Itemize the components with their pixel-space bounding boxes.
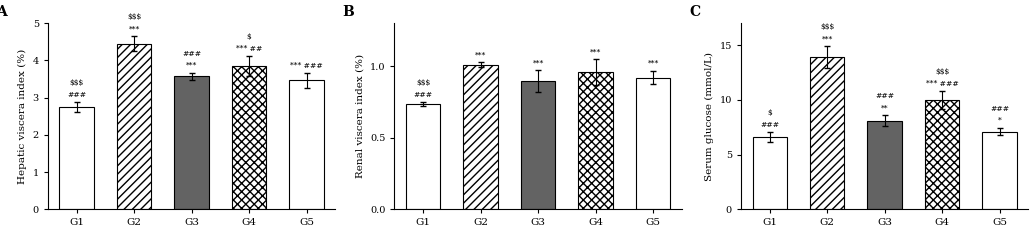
Text: **: ** [881,104,888,112]
Bar [810,57,845,209]
Bar [406,104,440,209]
Text: $$$: $$$ [416,79,430,87]
Text: $: $ [767,109,772,117]
Text: $$$: $$$ [127,13,142,21]
Bar [60,107,94,209]
Text: ***: *** [186,62,197,70]
Bar [290,80,324,209]
Bar [521,81,555,209]
Text: ###: ### [182,50,202,58]
Text: *** ###: *** ### [291,62,323,70]
Text: $: $ [247,33,251,41]
Text: A: A [0,5,7,19]
Bar [175,76,209,209]
Bar [753,137,787,209]
Text: ***: *** [475,51,486,59]
Text: *** ###: *** ### [925,80,959,88]
Text: $$$: $$$ [820,23,834,31]
Text: ###: ### [991,105,1009,113]
Bar [982,132,1017,209]
Bar [925,100,960,209]
Text: ###: ### [875,92,894,100]
Text: B: B [342,5,355,19]
Text: ***: *** [647,60,659,68]
Bar [868,121,902,209]
Text: ***: *** [590,48,602,56]
Bar [232,66,267,209]
Bar [463,65,498,209]
Text: *** ##: *** ## [236,45,263,53]
Text: ###: ### [760,121,780,129]
Text: ###: ### [414,91,433,99]
Text: ***: *** [822,35,832,43]
Bar [636,78,670,209]
Bar [578,72,613,209]
Y-axis label: Hepatic viscera index (%): Hepatic viscera index (%) [18,49,27,184]
Text: C: C [690,5,700,19]
Y-axis label: Renal viscera index (%): Renal viscera index (%) [356,54,364,178]
Text: ###: ### [67,91,86,99]
Text: $$$: $$$ [935,68,949,76]
Text: $$$: $$$ [69,79,84,87]
Y-axis label: Serum glucose (mmol/L): Serum glucose (mmol/L) [705,52,714,181]
Text: ***: *** [128,25,140,33]
Text: ***: *** [533,60,544,68]
Text: *: * [998,117,1002,125]
Bar [117,44,151,209]
